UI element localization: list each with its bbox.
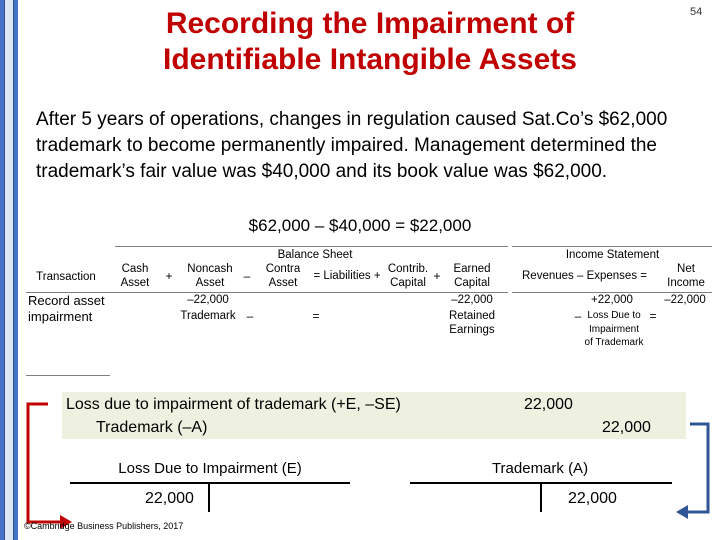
expense-account: Loss Due to Impairment of Trademark [584,310,644,348]
header-rule-left [26,292,508,293]
net-income-value: –22,000 [664,294,706,306]
contrib-capital-header: Contrib. Capital [387,263,429,289]
t-account-loss-divider [208,482,210,512]
noncash-account: Trademark [180,310,236,322]
intro-paragraph: After 5 years of operations, changes in … [36,109,668,182]
t-account-loss-title: Loss Due to Impairment (E) [118,460,302,477]
transaction-header: Transaction [36,271,96,283]
row-label: Record asset impairment [28,293,105,324]
cash-asset-header: Cash Asset [120,263,150,289]
earned-capital-account: Retained Earnings [448,310,496,336]
page-number: 54 [690,6,703,18]
minus-operator: – [243,269,251,283]
minus-operator-row: – [246,309,254,323]
revenues-expenses-header: Revenues – Expenses = [522,270,647,282]
t-account-trademark-divider [540,482,542,512]
title-line-2: Identifiable Intangible Assets [163,43,577,76]
journal-line-1-amount: 22,000 [524,396,573,413]
expense-value: +22,000 [591,294,633,306]
income-statement-header: Income Statement [565,249,660,261]
noncash-value: –22,000 [187,294,229,306]
blue-arrow [676,422,710,519]
equals-operator-row: = [312,309,320,323]
row-label-cell: Record asset impairment [26,293,110,376]
net-income-header: Net Income [667,263,705,289]
header-rule-right [512,292,712,293]
title-line-1: Recording the Impairment of [165,7,575,40]
equals-operator-expense: = [649,309,657,323]
balance-sheet-header: Balance Sheet [277,249,353,261]
journal-entry: Loss due to impairment of trademark (+E,… [62,392,686,439]
slide-title: Recording the Impairment of Identifiable… [100,6,640,78]
t-account-trademark-credit: 22,000 [568,490,617,507]
copyright-footer: ©Cambridge Business Publishers, 2017 [24,521,184,531]
left-accent-bar [0,0,18,540]
journal-line-1-account: Loss due to impairment of trademark (+E,… [66,396,401,413]
journal-line-2-amount: 22,000 [602,419,651,436]
plus-operator-2: + [433,269,441,283]
impairment-equation: $62,000 – $40,000 = $22,000 [248,216,472,235]
t-account-trademark-title: Trademark (A) [491,460,589,477]
t-account-loss-debit: 22,000 [145,490,194,507]
t-account-loss-bar [70,482,350,484]
red-arrow [26,402,72,529]
journal-line-2-account: Trademark (–A) [96,419,208,436]
earned-capital-value: –22,000 [451,294,493,306]
liabilities-header: = Liabilities + [313,270,381,282]
minus-operator-expense: – [574,309,582,323]
noncash-asset-header: Noncash Asset [187,263,233,289]
income-statement-rule [512,246,712,247]
contra-asset-header: Contra Asset [265,263,301,289]
earned-capital-header: Earned Capital [453,263,491,289]
plus-operator: + [165,269,173,283]
balance-sheet-rule [115,246,508,247]
